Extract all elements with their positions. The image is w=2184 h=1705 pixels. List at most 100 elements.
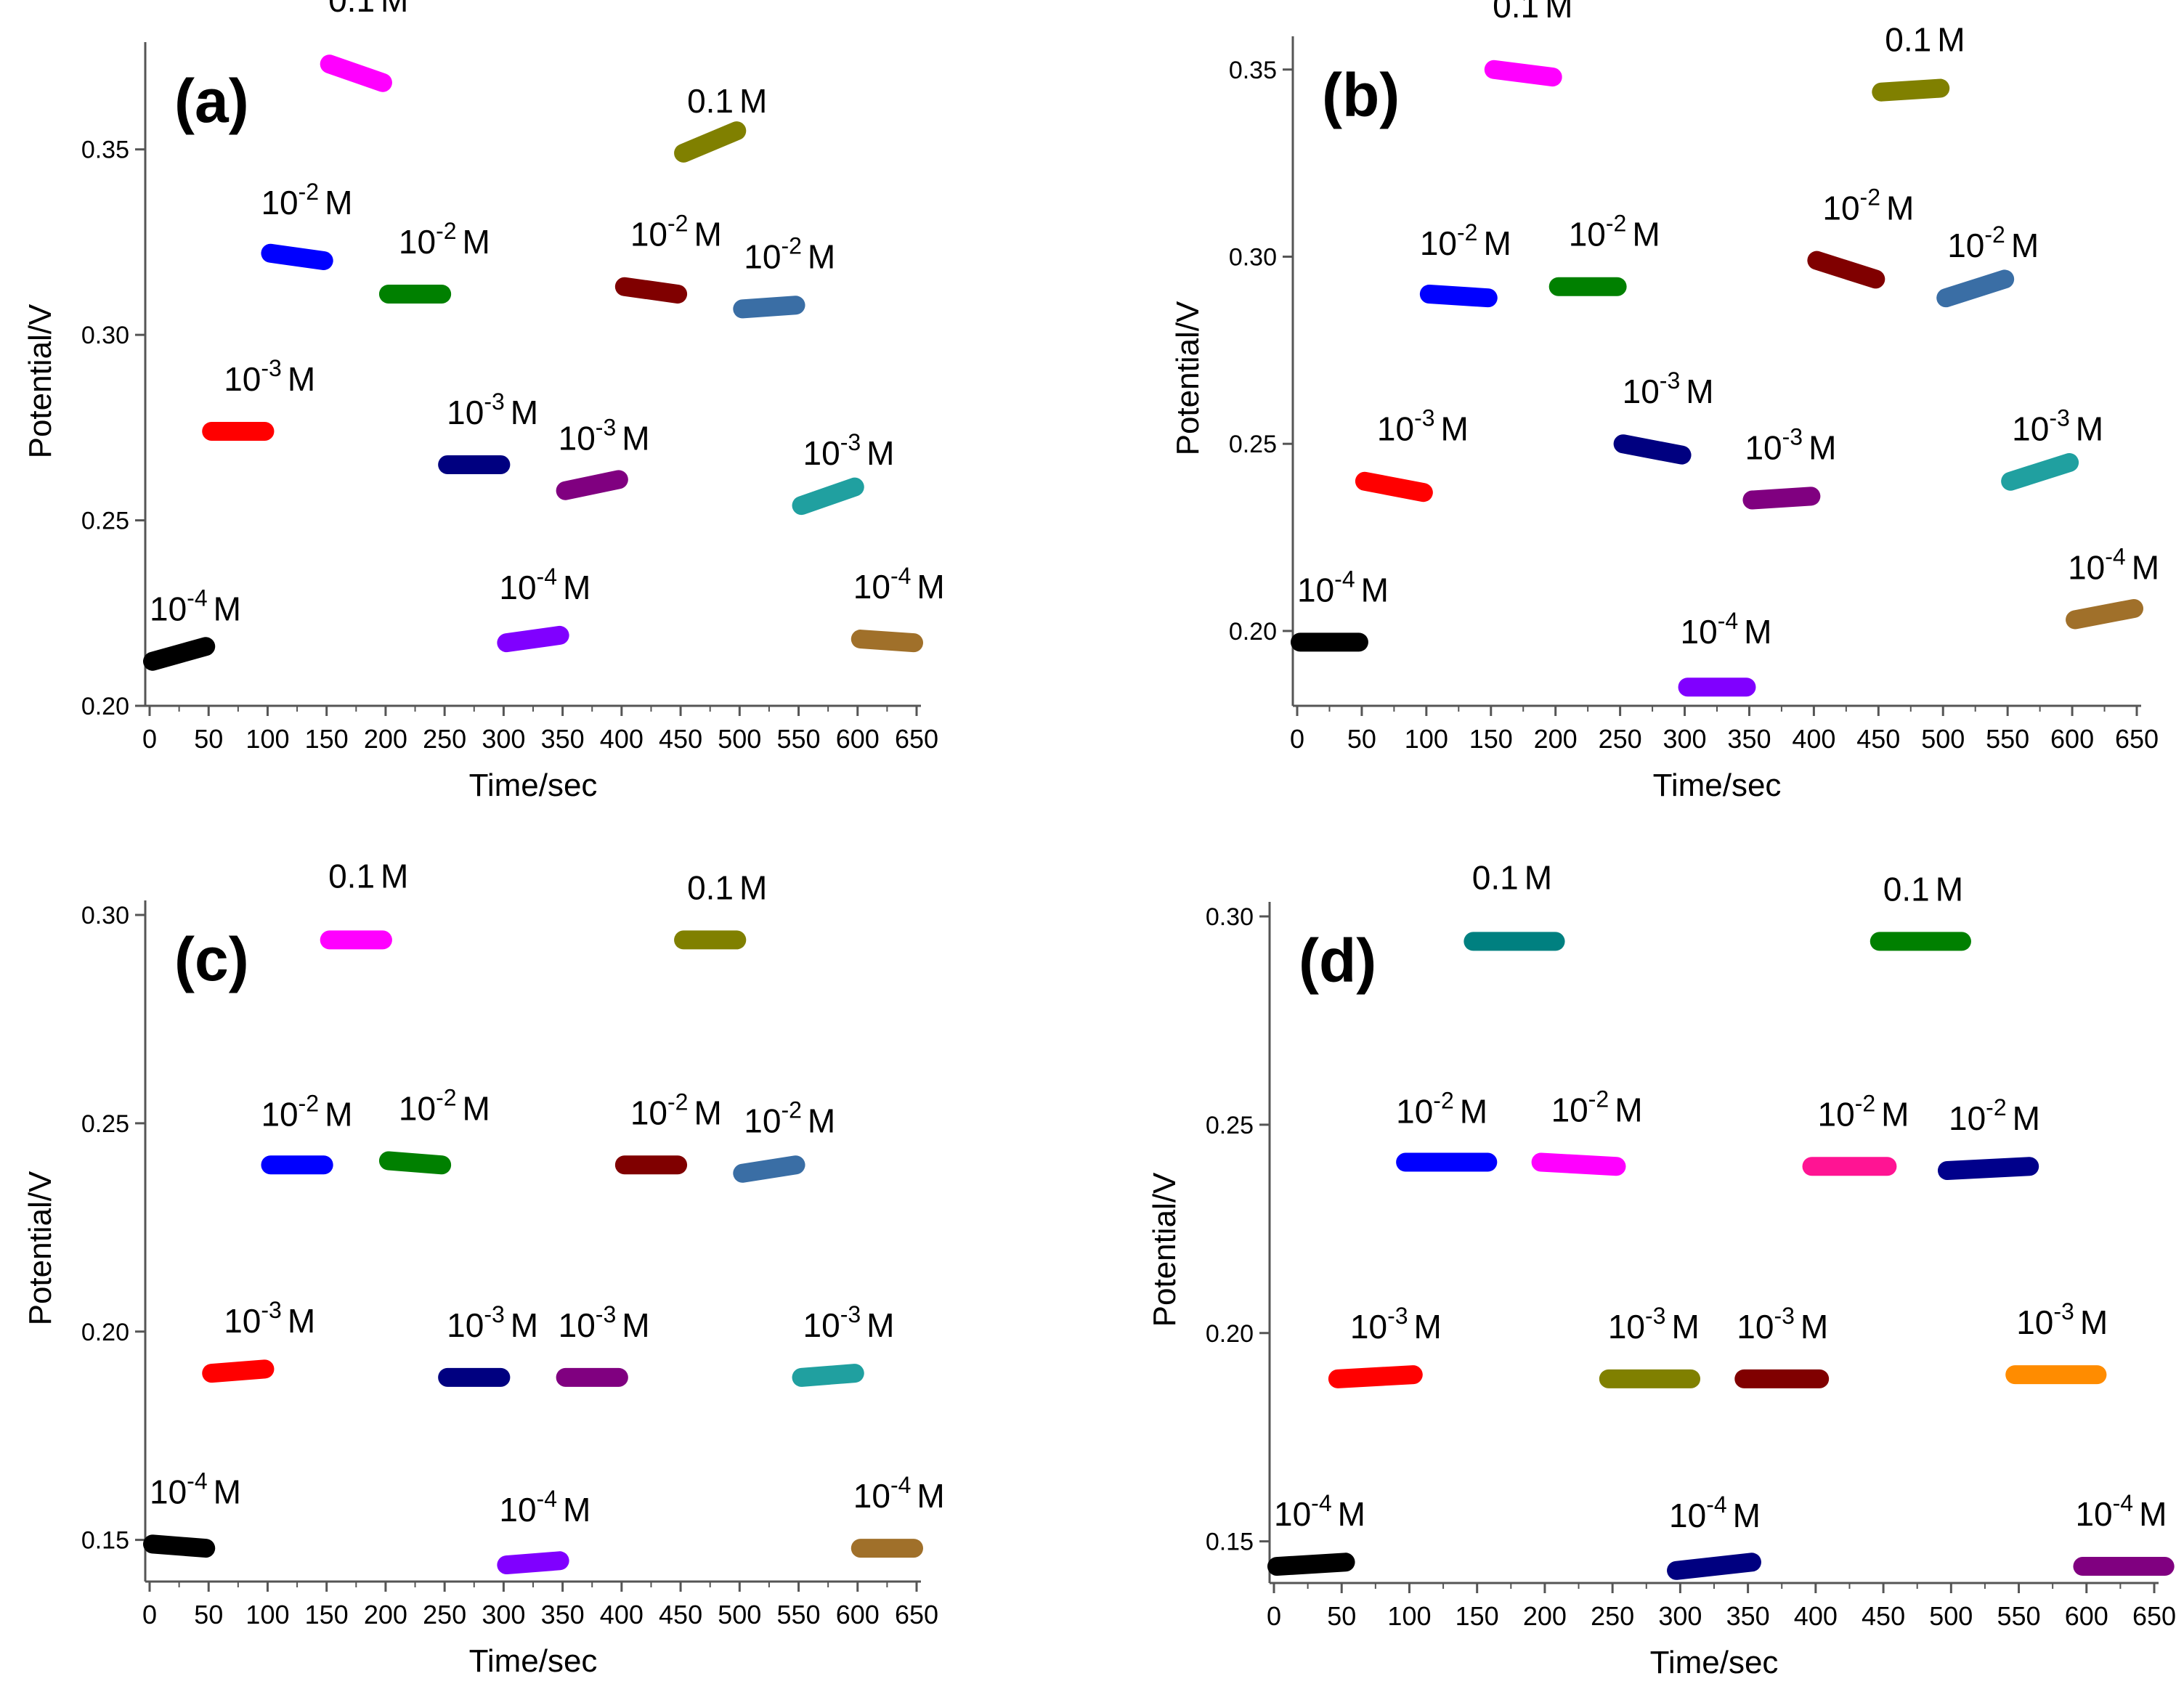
- concentration-unit: M: [1460, 1093, 1487, 1131]
- x-tick-label: 400: [1794, 1601, 1838, 1631]
- concentration-base: 10: [1681, 613, 1718, 651]
- concentration-unit: M: [866, 1306, 894, 1344]
- concentration-label: 10-3 M: [447, 388, 538, 431]
- series-mark-s11: [733, 296, 805, 319]
- x-tick-label: 650: [895, 724, 938, 754]
- y-tick-label: 0.20: [81, 1319, 129, 1346]
- concentration-unit: M: [866, 434, 894, 472]
- concentration-label: 10-2 M: [399, 1085, 490, 1128]
- concentration-base: 10: [399, 223, 436, 261]
- concentration-base: 10: [1822, 190, 1859, 227]
- concentration-unit: M: [1881, 1095, 1909, 1133]
- concentration-exponent: -2: [1984, 221, 2005, 248]
- concentration-label: 10-4 M: [2075, 1490, 2167, 1533]
- series-mark-s8: [1742, 487, 1821, 510]
- concentration-exponent: -2: [667, 211, 688, 237]
- x-tick-label: 150: [305, 1600, 349, 1629]
- concentration-unit: M: [1483, 224, 1511, 262]
- concentration-label: 10-4 M: [150, 585, 241, 628]
- concentration-unit: M: [2013, 1099, 2040, 1137]
- series-mark-s4: [1484, 60, 1562, 87]
- concentration-base: 10: [447, 394, 484, 431]
- concentration-label: 10-3 M: [803, 1301, 895, 1344]
- y-tick-label: 0.25: [1206, 1112, 1254, 1139]
- concentration-exponent: -4: [1311, 1490, 1331, 1516]
- concentration-label: 0.1 M: [1883, 870, 1963, 908]
- concentration-base: 10: [1947, 227, 1984, 264]
- series-mark-s5: [378, 1151, 452, 1175]
- concentration-label: 0.1 M: [328, 857, 408, 895]
- y-tick-label: 0.20: [1229, 618, 1277, 646]
- concentration-label: 0.1 M: [1472, 858, 1552, 896]
- x-tick-label: 200: [364, 1600, 407, 1629]
- concentration-exponent: -4: [1706, 1492, 1726, 1518]
- y-axis-label: Potential/V: [1170, 301, 1206, 455]
- concentration-base: 10: [744, 237, 781, 275]
- x-tick-label: 650: [895, 1600, 938, 1629]
- x-tick-label: 450: [659, 1600, 702, 1629]
- x-tick-label: 0: [142, 1600, 157, 1629]
- concentration-base: 10: [630, 216, 667, 253]
- concentration-base: 10: [1377, 410, 1414, 448]
- series-mark-s6: [1613, 434, 1692, 465]
- concentration-label: 10-3 M: [1745, 424, 1836, 467]
- concentration-unit: M: [1937, 21, 1965, 59]
- x-tick-label: 350: [1726, 1601, 1770, 1631]
- concentration-unit: M: [694, 1094, 721, 1131]
- concentration-exponent: -2: [1588, 1086, 1609, 1112]
- concentration-exponent: -2: [1860, 184, 1880, 211]
- x-tick-label: 400: [1792, 724, 1835, 754]
- x-tick-label: 250: [1599, 724, 1642, 754]
- series-mark-s12: [792, 1364, 864, 1387]
- concentration-exponent: -3: [840, 429, 861, 455]
- concentration-unit: M: [1545, 0, 1572, 25]
- concentration-base: 10: [1420, 224, 1457, 262]
- series-mark-s1: [143, 1534, 216, 1558]
- concentration-label: 10-2 M: [1420, 219, 1511, 262]
- concentration-unit: M: [1686, 373, 1713, 410]
- series-mark-s10: [1872, 78, 1950, 102]
- series-mark-s9: [614, 277, 688, 304]
- concentration-exponent: -3: [596, 415, 616, 441]
- concentration-base: 10: [499, 569, 536, 606]
- concentration-label: 10-2 M: [1818, 1090, 1909, 1133]
- x-tick-label: 0: [1267, 1601, 1281, 1631]
- concentration-base: 10: [1274, 1495, 1311, 1533]
- concentration-unit: M: [1886, 190, 1914, 227]
- x-tick-label: 300: [482, 724, 525, 754]
- concentration-base: 10: [499, 1491, 536, 1529]
- concentration-unit: M: [2132, 548, 2159, 586]
- concentration-exponent: -4: [537, 1486, 557, 1512]
- y-tick-label: 0.25: [81, 1110, 129, 1138]
- concentration-label: 10-2 M: [630, 211, 722, 253]
- series-mark-s7: [497, 1551, 569, 1575]
- series-mark-s2: [202, 1359, 275, 1383]
- series-mark-s9: [1807, 251, 1885, 289]
- concentration-base: 10: [150, 590, 187, 628]
- x-tick-label: 450: [659, 724, 702, 754]
- concentration-label: 10-4 M: [499, 563, 590, 606]
- x-tick-label: 100: [245, 1600, 289, 1629]
- concentration-label: 10-2 M: [1551, 1086, 1643, 1129]
- concentration-label: 10-2 M: [744, 1097, 835, 1140]
- concentration-exponent: -3: [261, 1297, 281, 1323]
- concentration-exponent: -2: [781, 1097, 801, 1123]
- concentration-base: 10: [1350, 1308, 1387, 1346]
- concentration-base: 10: [1569, 216, 1606, 253]
- x-tick-label: 0: [142, 724, 157, 754]
- panel-label: (d): [1299, 927, 1376, 995]
- y-axis-label: Potential/V: [1147, 1172, 1182, 1327]
- concentration-base: 10: [1623, 373, 1660, 410]
- y-tick-label: 0.15: [81, 1527, 129, 1555]
- concentration-base: 10: [1396, 1093, 1433, 1131]
- concentration-exponent: -4: [2105, 543, 2125, 569]
- concentration-unit: M: [808, 237, 835, 275]
- x-tick-label: 0: [1290, 724, 1304, 754]
- concentration-label: 10-3 M: [1623, 367, 1714, 410]
- concentration-base: 10: [224, 360, 261, 398]
- concentration-unit: M: [1936, 870, 1963, 908]
- concentration-unit: M: [381, 857, 408, 895]
- x-tick-label: 550: [1997, 1601, 2040, 1631]
- concentration-exponent: -2: [299, 179, 319, 205]
- concentration-label: 10-3 M: [2012, 405, 2103, 448]
